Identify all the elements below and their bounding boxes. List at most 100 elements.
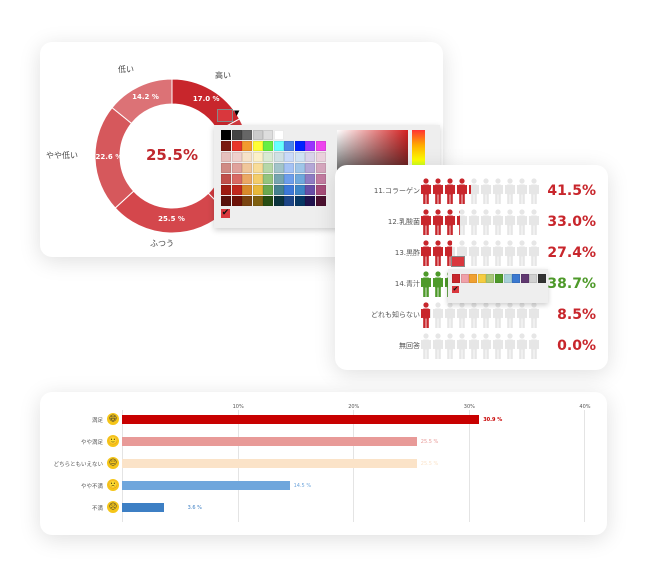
color-swatch[interactable]: [284, 196, 294, 206]
color-swatch[interactable]: [242, 141, 252, 151]
color-swatch[interactable]: [252, 130, 263, 140]
color-swatch[interactable]: [305, 174, 315, 184]
person-icon: [493, 209, 503, 235]
color-swatch[interactable]: [305, 163, 315, 173]
color-swatch[interactable]: [273, 141, 284, 151]
color-swatch[interactable]: [242, 185, 252, 195]
color-swatch[interactable]: [242, 163, 252, 173]
color-swatch[interactable]: [231, 163, 242, 173]
color-swatch[interactable]: [273, 185, 284, 195]
color-swatch[interactable]: [263, 152, 273, 162]
color-swatch[interactable]: [294, 141, 305, 151]
color-swatch[interactable]: [221, 130, 231, 140]
color-swatch[interactable]: [452, 274, 460, 283]
color-swatch[interactable]: [263, 130, 273, 140]
color-swatch[interactable]: [294, 185, 305, 195]
color-swatch[interactable]: [252, 152, 263, 162]
color-swatch[interactable]: [538, 274, 546, 283]
color-swatch[interactable]: [242, 174, 252, 184]
row-color-swatch[interactable]: [451, 256, 465, 267]
color-swatch[interactable]: [242, 152, 252, 162]
color-swatch[interactable]: [263, 196, 273, 206]
checkmark-icon[interactable]: ✔: [452, 285, 459, 293]
color-swatch[interactable]: [460, 274, 469, 283]
color-swatch[interactable]: [231, 152, 242, 162]
color-swatch[interactable]: [252, 141, 263, 151]
color-swatch[interactable]: [305, 152, 315, 162]
color-swatch[interactable]: [294, 196, 305, 206]
bar[interactable]: [122, 481, 290, 490]
color-swatch[interactable]: [273, 196, 284, 206]
checkmark-icon[interactable]: ✔: [221, 208, 230, 218]
color-swatch[interactable]: [486, 274, 495, 283]
color-swatch[interactable]: [529, 274, 538, 283]
gridline: [584, 410, 586, 522]
color-swatch[interactable]: [263, 185, 273, 195]
color-swatch[interactable]: [305, 196, 315, 206]
color-swatch[interactable]: [221, 152, 231, 162]
color-swatch[interactable]: [263, 141, 273, 151]
color-swatch[interactable]: [294, 152, 305, 162]
x-tick-label: 30%: [463, 404, 475, 410]
color-swatch[interactable]: [221, 196, 231, 206]
color-swatch[interactable]: [252, 185, 263, 195]
color-swatch[interactable]: [231, 141, 242, 151]
pictogram-row-label: 13.黒酢: [394, 249, 420, 257]
color-swatch[interactable]: [315, 185, 326, 195]
color-swatch[interactable]: [284, 185, 294, 195]
color-swatch[interactable]: [231, 174, 242, 184]
color-swatch[interactable]: [221, 163, 231, 173]
donut-segment-value: 17.0 %: [192, 95, 220, 104]
color-swatch[interactable]: [221, 185, 231, 195]
color-swatch[interactable]: [284, 141, 294, 151]
color-swatch[interactable]: [294, 163, 305, 173]
color-swatch[interactable]: [221, 141, 231, 151]
color-swatch[interactable]: [503, 274, 512, 283]
color-swatch[interactable]: [273, 174, 284, 184]
color-swatch[interactable]: [263, 163, 273, 173]
donut-segment[interactable]: [111, 78, 173, 125]
color-swatch[interactable]: [305, 185, 315, 195]
pictogram-row-label: 無回答: [399, 342, 420, 350]
color-swatch[interactable]: [231, 130, 242, 140]
person-icon-filled: [433, 209, 443, 235]
bar[interactable]: [122, 459, 417, 468]
color-swatch[interactable]: [242, 196, 252, 206]
color-swatch[interactable]: [252, 174, 263, 184]
color-swatch[interactable]: [520, 274, 529, 283]
color-swatch[interactable]: [315, 174, 326, 184]
donut-segment[interactable]: [171, 78, 241, 132]
color-swatch[interactable]: [469, 274, 478, 283]
emoji-face-icon: 🙂: [107, 435, 119, 447]
color-swatch[interactable]: [284, 152, 294, 162]
person-icon: [517, 333, 527, 359]
color-swatch[interactable]: [221, 174, 231, 184]
bar[interactable]: [122, 437, 417, 446]
color-swatch[interactable]: [315, 141, 326, 151]
donut-segment[interactable]: [114, 190, 227, 234]
color-swatch[interactable]: [231, 196, 242, 206]
color-swatch[interactable]: [263, 174, 273, 184]
color-swatch[interactable]: [252, 196, 263, 206]
color-swatch[interactable]: [231, 185, 242, 195]
color-swatch[interactable]: [273, 163, 284, 173]
chevron-down-icon[interactable]: ▼: [234, 109, 240, 117]
color-picker-swatch[interactable]: [217, 109, 233, 122]
color-swatch[interactable]: [284, 174, 294, 184]
color-swatch[interactable]: [305, 141, 315, 151]
bar[interactable]: [122, 415, 480, 424]
color-swatch[interactable]: [294, 174, 305, 184]
color-swatch[interactable]: [242, 130, 252, 140]
color-swatch[interactable]: [495, 274, 503, 283]
color-swatch[interactable]: [512, 274, 521, 283]
color-swatch[interactable]: [252, 163, 263, 173]
color-swatch[interactable]: [273, 130, 284, 140]
color-swatch[interactable]: [284, 163, 294, 173]
bar[interactable]: [122, 503, 164, 512]
color-swatch[interactable]: [477, 274, 486, 283]
color-swatch[interactable]: [315, 152, 326, 162]
person-icon: [493, 302, 503, 328]
color-swatch[interactable]: [273, 152, 284, 162]
color-swatch[interactable]: [315, 196, 326, 206]
color-swatch[interactable]: [315, 163, 326, 173]
